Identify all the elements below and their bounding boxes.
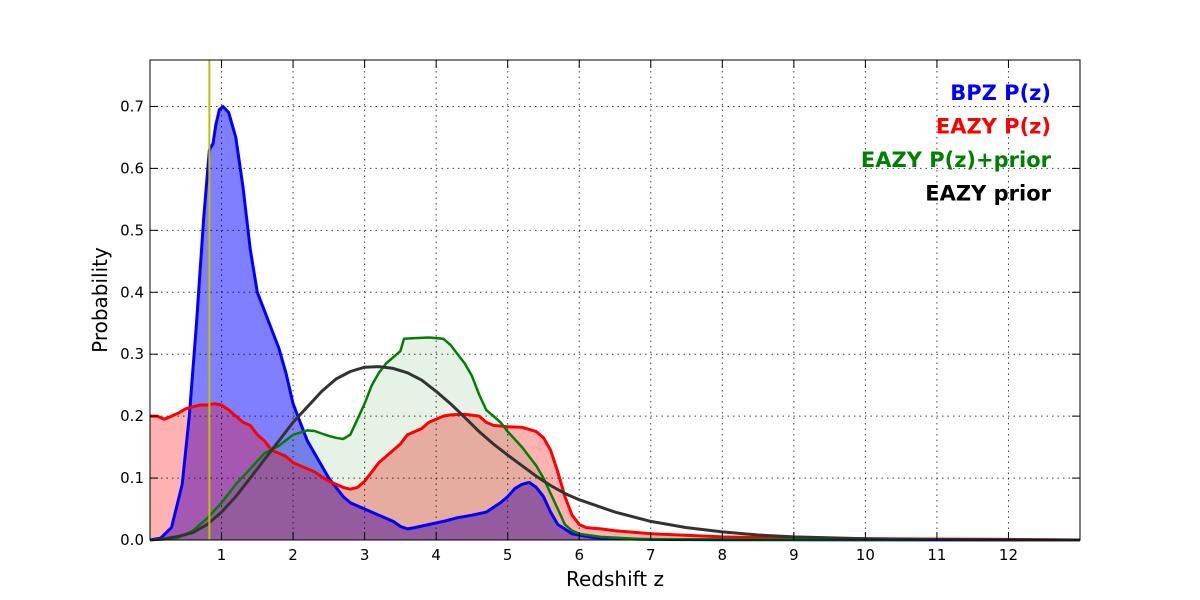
- y-tick-label: 0.2: [120, 407, 144, 425]
- line-eazy-p-z-prior: [149, 336, 1081, 542]
- y-tick-label: 0.7: [120, 97, 144, 115]
- y-tick-label: 0.3: [120, 345, 144, 363]
- series-fills: [150, 106, 1080, 540]
- area-fill-eazy-p-z-prior: [150, 337, 1080, 540]
- x-axis-title: Redshift z: [566, 567, 664, 591]
- x-tick-label: 9: [789, 546, 799, 564]
- line-eazy-prior: [149, 365, 1081, 542]
- y-tick-label: 0.4: [120, 283, 144, 301]
- x-tick-label: 3: [360, 546, 370, 564]
- grid: [150, 60, 1080, 540]
- legend: BPZ P(z) EAZY P(z) EAZY P(z)+prior EAZY …: [861, 81, 1052, 206]
- legend-entry-eazy-prior: EAZY prior: [925, 182, 1051, 206]
- area-fill-eazy-p-z: [150, 403, 1080, 540]
- line-eazy-p-z: [150, 402, 1081, 542]
- area-fill-bpz-p-z: [150, 106, 1080, 540]
- x-tick-label: 12: [999, 546, 1018, 564]
- x-tick-label: 2: [288, 546, 298, 564]
- y-tick-label: 0.6: [120, 159, 144, 177]
- x-tick-label: 8: [718, 546, 728, 564]
- y-tick-label: 0.0: [120, 531, 144, 549]
- line-bpz-p-z: [149, 105, 1081, 542]
- x-tick-label: 1: [217, 546, 227, 564]
- x-axis: 1 2 3 4 5 6 7 8 9 10 11 12: [217, 60, 1018, 564]
- x-tick-label: 4: [431, 546, 441, 564]
- y-axis-title: Probability: [88, 247, 112, 353]
- plot-frame: [149, 59, 1081, 541]
- legend-entry-eazy-prior-combined: EAZY P(z)+prior: [861, 148, 1052, 172]
- legend-entry-eazy: EAZY P(z): [936, 115, 1051, 139]
- x-tick-label: 5: [503, 546, 513, 564]
- x-tick-label: 7: [646, 546, 656, 564]
- series-lines: [149, 105, 1081, 542]
- y-tick-label: 0.5: [120, 221, 144, 239]
- y-tick-label: 0.1: [120, 469, 144, 487]
- x-tick-label: 6: [574, 546, 584, 564]
- x-tick-label: 11: [927, 546, 946, 564]
- legend-entry-bpz: BPZ P(z): [950, 81, 1051, 105]
- y-axis: 0.0 0.1 0.2 0.3 0.4 0.5 0.6 0.7: [120, 97, 1080, 549]
- x-tick-label: 10: [856, 546, 875, 564]
